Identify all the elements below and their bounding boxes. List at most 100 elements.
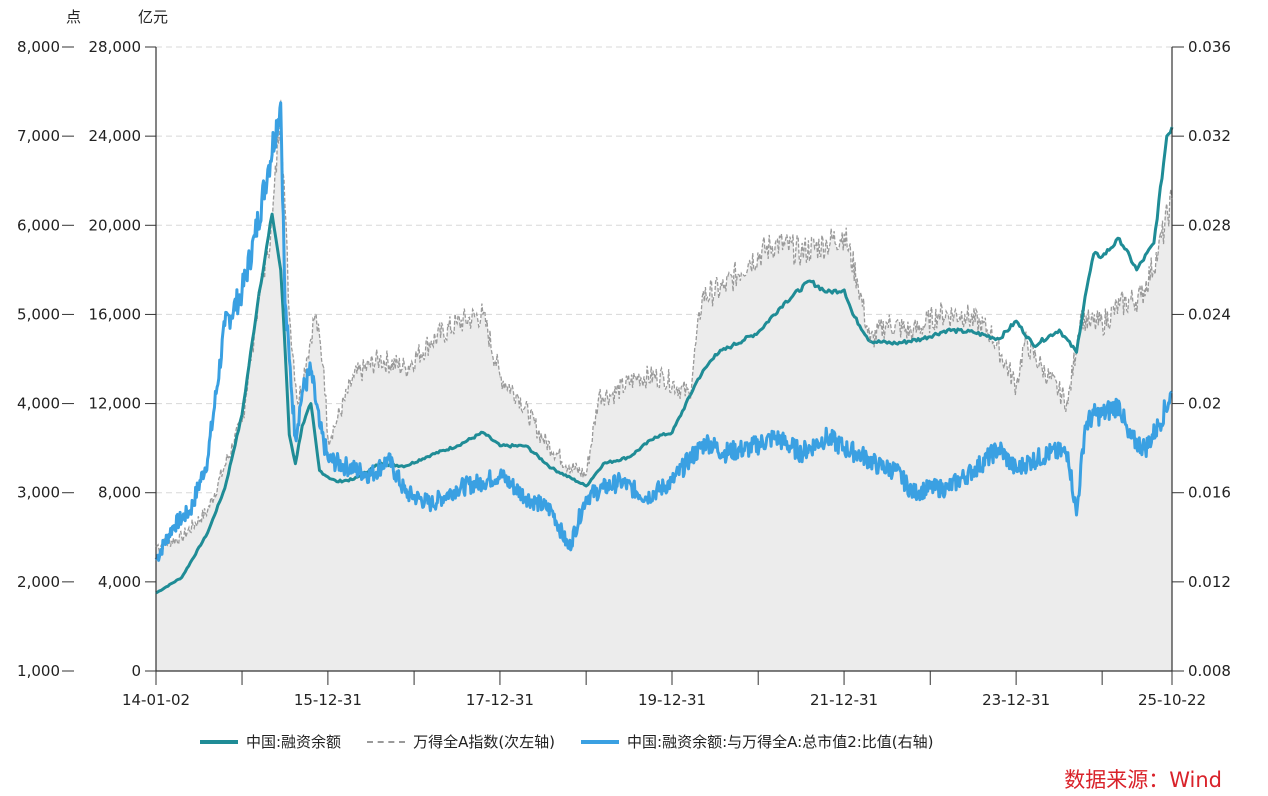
- data-point-ratio: [189, 509, 192, 512]
- y-inner-tick-label: 24,000: [89, 127, 142, 145]
- legend-item-index: 万得全A指数(次左轴): [367, 731, 555, 752]
- data-point-index: [456, 322, 458, 325]
- data-point-index: [774, 242, 777, 244]
- data-point-ratio: [946, 487, 949, 490]
- data-point-index: [1088, 322, 1091, 325]
- data-point-index: [271, 224, 273, 227]
- data-point-index: [1015, 384, 1018, 387]
- data-point-ratio: [860, 454, 863, 456]
- data-point-ratio: [1092, 413, 1095, 416]
- data-point-ratio: [671, 480, 673, 483]
- data-point-ratio: [688, 458, 691, 461]
- series-line-ratio: [154, 101, 1173, 562]
- data-point-financing: [697, 378, 699, 380]
- y-outer-tick-label: 5,000: [17, 305, 60, 323]
- data-point-financing: [327, 476, 329, 478]
- data-point-financing: [783, 302, 785, 305]
- data-point-index: [843, 233, 846, 235]
- data-point-ratio: [279, 101, 282, 104]
- data-point-index: [297, 402, 299, 405]
- data-point-index: [327, 438, 329, 441]
- data-point-index: [636, 376, 639, 378]
- data-point-ratio: [482, 480, 484, 483]
- data-point-financing: [1015, 320, 1018, 322]
- data-point-ratio: [895, 469, 897, 472]
- data-point-index: [1024, 340, 1026, 342]
- data-point-index: [856, 277, 858, 280]
- y-right-tick-label: 0.02: [1188, 395, 1221, 413]
- data-point-financing: [1171, 126, 1173, 129]
- data-point-financing: [301, 425, 304, 427]
- data-point-ratio: [1049, 451, 1052, 454]
- data-point-ratio: [318, 425, 321, 427]
- data-point-index: [800, 251, 803, 253]
- data-point-index: [938, 313, 940, 316]
- data-point-financing: [972, 331, 975, 334]
- data-point-ratio: [998, 447, 1000, 449]
- data-point-index: [258, 295, 261, 298]
- data-point-index: [598, 393, 600, 396]
- data-point-financing: [731, 344, 734, 347]
- data-point-ratio: [499, 474, 501, 476]
- data-point-ratio: [155, 558, 157, 561]
- left-outer-unit-label: 点: [66, 8, 82, 26]
- data-point-ratio: [525, 496, 527, 498]
- data-point-financing: [1075, 351, 1078, 354]
- data-point-index: [869, 340, 871, 342]
- y-inner-tick-label: 4,000: [98, 573, 141, 591]
- data-point-financing: [271, 213, 273, 215]
- data-point-ratio: [568, 547, 570, 550]
- data-point-index: [912, 331, 914, 334]
- data-point-ratio: [387, 458, 390, 461]
- data-point-index: [284, 206, 286, 209]
- data-point-index: [701, 295, 704, 298]
- data-point-index: [314, 313, 316, 316]
- data-point-financing: [602, 462, 605, 465]
- data-point-ratio: [404, 491, 407, 494]
- data-point-ratio: [241, 291, 243, 293]
- data-point-ratio: [1024, 462, 1026, 465]
- data-point-index: [1118, 304, 1121, 307]
- data-point-ratio: [1101, 413, 1104, 416]
- x-tick-label: 25-10-22: [1138, 691, 1206, 709]
- data-point-index: [1041, 367, 1043, 369]
- data-point-financing: [318, 469, 321, 472]
- y-inner-tick-label: 28,000: [89, 38, 142, 56]
- data-point-index: [288, 313, 291, 316]
- left-inner-unit-label: 亿元: [138, 8, 169, 26]
- y-right-tick-label: 0.032: [1188, 127, 1231, 145]
- y-right-tick-label: 0.012: [1188, 573, 1231, 591]
- data-point-ratio: [456, 487, 458, 490]
- data-point-ratio: [619, 480, 622, 483]
- data-point-ratio: [430, 503, 433, 505]
- series-line-index: [155, 100, 1173, 553]
- data-point-ratio: [912, 491, 914, 494]
- data-point-ratio: [645, 496, 648, 498]
- data-point-financing: [206, 532, 209, 534]
- data-point-ratio: [1118, 402, 1121, 405]
- data-point-financing: [1118, 237, 1121, 240]
- data-point-financing: [1153, 242, 1155, 244]
- data-point-financing: [920, 338, 923, 340]
- data-point-index: [748, 260, 751, 262]
- data-point-ratio: [301, 391, 304, 394]
- y-inner-tick-label: 8,000: [98, 484, 141, 502]
- data-point-financing: [843, 289, 846, 291]
- y-outer-tick-label: 3,000: [17, 484, 60, 502]
- x-tick-label: 15-12-31: [294, 691, 362, 709]
- data-point-index: [155, 545, 157, 547]
- data-point-ratio: [206, 458, 209, 461]
- data-point-index: [1171, 197, 1173, 200]
- data-point-index: [181, 536, 183, 539]
- data-point-financing: [294, 462, 297, 465]
- data-point-index: [886, 322, 889, 325]
- data-point-financing: [1135, 269, 1138, 271]
- data-point-financing: [499, 445, 501, 447]
- data-point-index: [688, 393, 691, 396]
- data-point-financing: [482, 431, 484, 434]
- data-point-financing: [852, 313, 854, 316]
- data-point-ratio: [224, 324, 226, 327]
- data-point-index: [542, 438, 544, 441]
- data-point-ratio: [1084, 425, 1086, 427]
- data-point-financing: [456, 445, 458, 447]
